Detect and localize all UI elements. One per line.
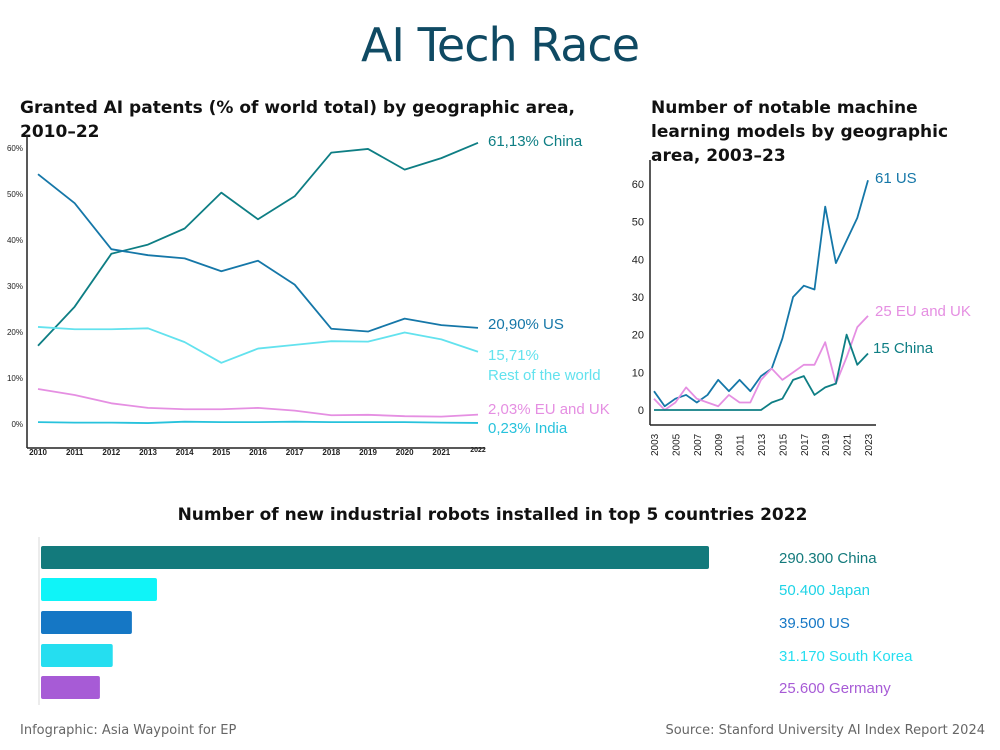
y-tick-label: 50%	[7, 190, 23, 199]
footer-source: Source: Stanford University AI Index Rep…	[665, 723, 985, 738]
x-tick-label: 2021	[843, 433, 854, 456]
y-tick-label: 40%	[7, 236, 23, 245]
series-label: 20,90% US	[488, 316, 564, 333]
footer-credit: Infographic: Asia Waypoint for EP	[20, 723, 237, 738]
bar-label: 31.170 South Korea	[779, 648, 913, 665]
y-tick-label: 60%	[7, 144, 23, 153]
x-tick-label: 2012	[102, 448, 120, 457]
bar-japan	[41, 578, 157, 601]
bar-label: 50.400 Japan	[779, 582, 870, 599]
y-tick-label: 30	[632, 292, 644, 304]
series-label: 61 US	[875, 170, 917, 187]
series-line-rest-of-the-world	[37, 326, 479, 364]
series-label: 2,03% EU and UK	[488, 401, 610, 418]
bar-south-korea	[41, 644, 113, 667]
x-tick-label: 2007	[693, 433, 704, 456]
x-tick-label: 2005	[671, 433, 682, 456]
x-tick-label: 2019	[359, 448, 377, 457]
y-tick-label: 30%	[7, 282, 23, 291]
x-tick-label: 2010	[29, 448, 47, 457]
x-tick-label: 2018	[322, 448, 340, 457]
bar-label: 25.600 Germany	[779, 680, 891, 697]
series-label: 61,13% China	[488, 133, 583, 150]
robots-chart: 290.300 China 50.400 Japan 39.500 US 31.170…	[38, 537, 913, 705]
x-tick-label: 2015	[778, 433, 789, 456]
x-tick-label: 2017	[286, 448, 304, 457]
x-tick-label: 2017	[800, 433, 811, 456]
bar-germany	[41, 676, 100, 699]
series-label: 15,71%	[488, 347, 539, 364]
x-tick-label: 2019	[821, 433, 832, 456]
x-tick-label: 2020	[396, 448, 414, 457]
series-line-india	[37, 420, 479, 424]
series-label: Rest of the world	[488, 367, 601, 384]
bar-label: 290.300 China	[779, 550, 877, 567]
series-line-china	[37, 141, 479, 347]
bar-us	[41, 611, 132, 634]
y-tick-label: 40	[632, 254, 644, 266]
ml-models-chart-title: Number of notable machine learning model…	[651, 98, 949, 166]
series-line-us	[37, 173, 479, 333]
y-tick-label: 0%	[11, 420, 23, 429]
x-tick-label: 2022	[470, 447, 486, 454]
x-tick-label: 2011	[66, 448, 84, 457]
x-tick-label: 2011	[736, 434, 747, 456]
series-label: 0,23% India	[488, 420, 568, 437]
y-tick-label: 10	[632, 367, 644, 379]
series-line-china	[654, 333, 869, 411]
x-tick-label: 2015	[212, 448, 230, 457]
ml-models-chart: 0 10 20 30 40 50 60 2003 2005 2007 2009 2011 2013 201…	[632, 160, 971, 456]
x-tick-label: 2013	[757, 433, 768, 456]
patents-chart: 0% 10% 20% 30% 40% 50% 60% 2010 2011 2012 2013 2014…	[7, 133, 610, 457]
series-label: 15 China	[873, 340, 934, 357]
series-line-eu-and-uk	[37, 388, 479, 418]
patents-chart-title: Granted AI patents (% of world total) by…	[20, 98, 575, 142]
robots-chart-title: Number of new industrial robots installe…	[177, 505, 808, 525]
y-tick-label: 20%	[7, 328, 23, 337]
bar-china	[41, 546, 709, 569]
series-line-us	[653, 179, 869, 408]
y-tick-label: 20	[632, 330, 644, 342]
bar-label: 39.500 US	[779, 615, 850, 632]
series-line-eu-and-uk	[653, 315, 869, 411]
x-tick-label: 2016	[249, 448, 267, 457]
x-tick-label: 2023	[864, 433, 875, 456]
x-tick-label: 2013	[139, 448, 157, 457]
series-label: 25 EU and UK	[875, 303, 971, 320]
x-tick-label: 2014	[176, 448, 194, 457]
x-tick-label: 2003	[650, 433, 661, 456]
x-tick-label: 2021	[432, 448, 450, 457]
x-tick-label: 2009	[714, 433, 725, 456]
y-tick-label: 10%	[7, 374, 23, 383]
y-tick-label: 0	[638, 405, 644, 417]
main-title: AI Tech Race	[360, 18, 640, 72]
y-tick-label: 60	[632, 179, 644, 191]
y-tick-label: 50	[632, 217, 644, 229]
